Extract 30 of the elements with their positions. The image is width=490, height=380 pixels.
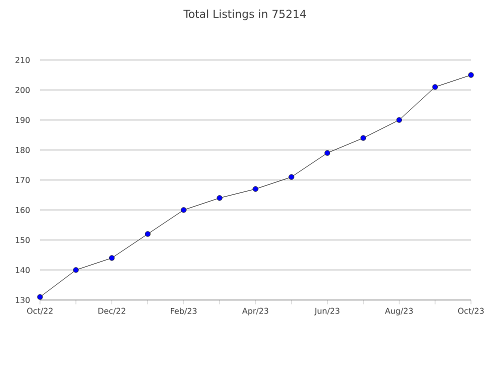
y-tick-label: 150: [16, 236, 30, 244]
point: [216, 195, 222, 201]
point: [108, 255, 115, 261]
x-tick-label: Jun/23: [314, 308, 340, 316]
y-tick-label: 200: [16, 86, 30, 94]
y-tick-label: 210: [16, 56, 30, 64]
x-tick-label: Apr/23: [242, 308, 268, 316]
y-tick-label: 170: [16, 176, 30, 184]
x-tick-label: Oct/23: [458, 308, 484, 314]
point: [432, 84, 438, 90]
x-tick-label: Oct/22: [27, 308, 53, 314]
point: [144, 231, 151, 237]
point: [324, 150, 330, 156]
point: [180, 207, 187, 213]
y-tick-label: 130: [16, 296, 30, 304]
point: [396, 117, 402, 123]
point: [360, 135, 366, 141]
point: [252, 186, 258, 192]
y-tick-label: 180: [16, 146, 30, 154]
y-tick-label: 190: [16, 116, 30, 124]
point: [73, 267, 79, 273]
x-tick-label: Dec/22: [98, 308, 126, 314]
x-tick-label: Aug/23: [384, 308, 413, 316]
y-tick-label: 140: [16, 266, 30, 274]
point: [468, 72, 474, 78]
chart-title: Total Listings in 75214: [183, 10, 306, 20]
x-tick-label: Feb/23: [170, 308, 197, 315]
point: [37, 294, 43, 300]
point: [288, 174, 294, 180]
y-tick-label: 160: [16, 206, 30, 214]
